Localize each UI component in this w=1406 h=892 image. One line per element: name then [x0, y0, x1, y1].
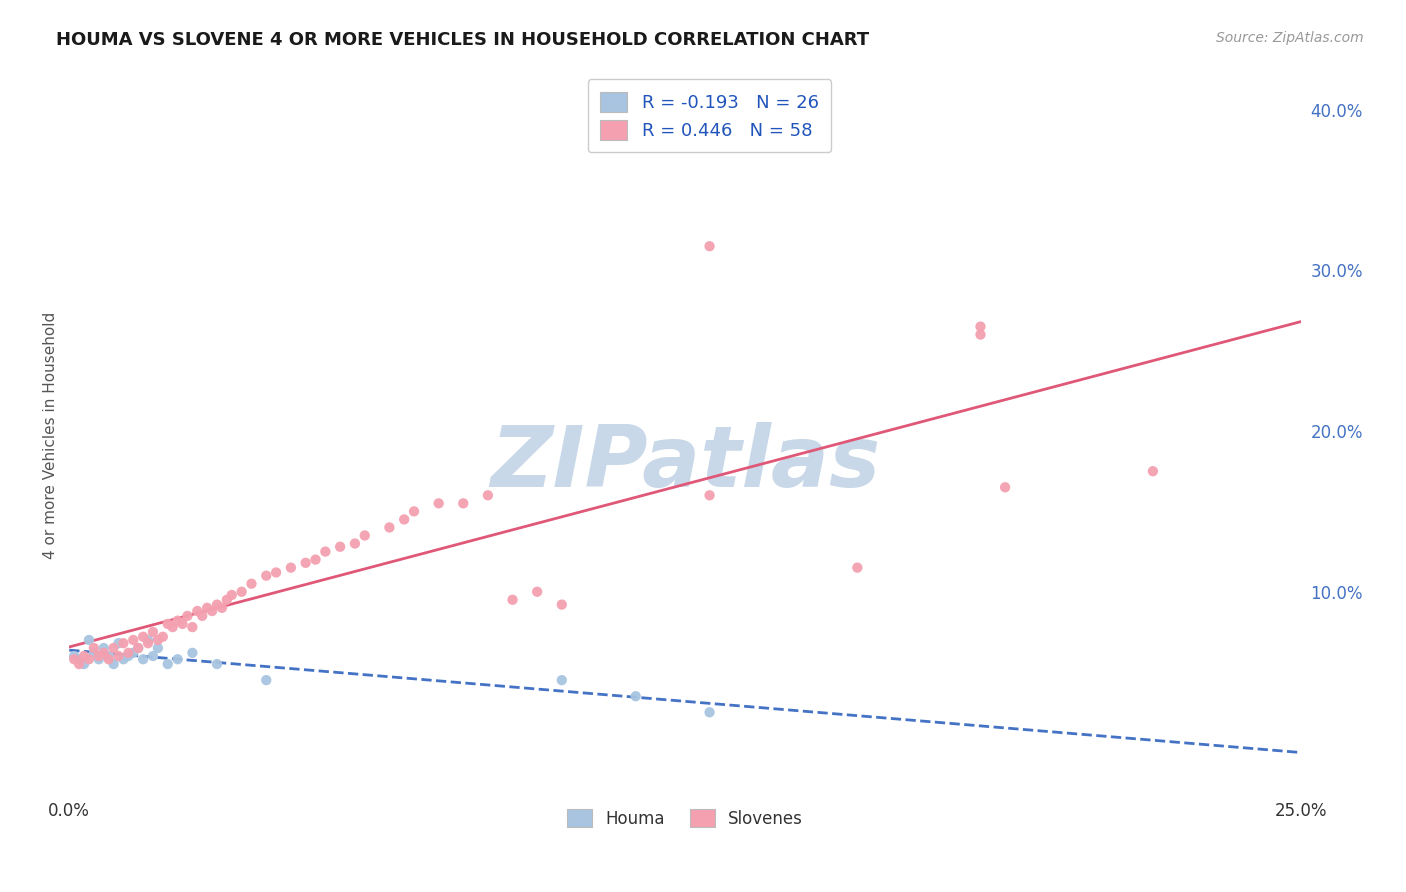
Legend: Houma, Slovenes: Houma, Slovenes: [560, 803, 810, 834]
Point: [551, 598, 574, 612]
Point: [526, 584, 548, 599]
Point: [166, 614, 188, 628]
Point: [231, 584, 253, 599]
Point: [181, 646, 204, 660]
Point: [240, 576, 263, 591]
Point: [107, 648, 129, 663]
Point: [146, 640, 169, 655]
Point: [314, 544, 336, 558]
Point: [63, 652, 86, 666]
Point: [402, 504, 425, 518]
Point: [87, 648, 110, 663]
Point: [73, 648, 96, 663]
Point: [191, 608, 214, 623]
Point: [142, 648, 165, 663]
Point: [176, 608, 198, 623]
Point: [994, 480, 1017, 494]
Point: [117, 646, 139, 660]
Text: HOUMA VS SLOVENE 4 OR MORE VEHICLES IN HOUSEHOLD CORRELATION CHART: HOUMA VS SLOVENE 4 OR MORE VEHICLES IN H…: [56, 31, 869, 49]
Point: [162, 620, 184, 634]
Point: [83, 646, 105, 660]
Point: [699, 488, 721, 502]
Point: [107, 636, 129, 650]
Point: [117, 648, 139, 663]
Point: [127, 640, 149, 655]
Point: [264, 566, 287, 580]
Y-axis label: 4 or more Vehicles in Household: 4 or more Vehicles in Household: [44, 311, 58, 558]
Point: [97, 652, 120, 666]
Point: [136, 636, 159, 650]
Point: [1142, 464, 1164, 478]
Point: [83, 640, 105, 655]
Point: [205, 598, 228, 612]
Point: [280, 560, 302, 574]
Point: [67, 657, 90, 671]
Point: [254, 568, 277, 582]
Point: [221, 588, 243, 602]
Point: [427, 496, 450, 510]
Point: [97, 648, 120, 663]
Point: [195, 600, 218, 615]
Point: [969, 319, 991, 334]
Point: [453, 496, 475, 510]
Point: [551, 673, 574, 687]
Point: [156, 616, 179, 631]
Point: [132, 630, 155, 644]
Point: [477, 488, 499, 502]
Point: [63, 648, 86, 663]
Point: [93, 646, 115, 660]
Point: [215, 592, 238, 607]
Point: [112, 652, 135, 666]
Point: [122, 632, 145, 647]
Point: [77, 632, 100, 647]
Point: [132, 652, 155, 666]
Point: [502, 592, 524, 607]
Point: [87, 652, 110, 666]
Point: [186, 604, 208, 618]
Point: [211, 600, 233, 615]
Text: Source: ZipAtlas.com: Source: ZipAtlas.com: [1216, 31, 1364, 45]
Point: [146, 632, 169, 647]
Point: [127, 640, 149, 655]
Point: [136, 632, 159, 647]
Point: [254, 673, 277, 687]
Point: [152, 630, 174, 644]
Point: [392, 512, 415, 526]
Point: [846, 560, 869, 574]
Point: [343, 536, 366, 550]
Point: [353, 528, 375, 542]
Point: [699, 706, 721, 720]
Point: [156, 657, 179, 671]
Text: ZIPatlas: ZIPatlas: [489, 422, 880, 505]
Point: [329, 540, 352, 554]
Point: [93, 640, 115, 655]
Point: [378, 520, 401, 534]
Point: [122, 646, 145, 660]
Point: [624, 690, 647, 704]
Point: [699, 239, 721, 253]
Point: [205, 657, 228, 671]
Point: [172, 616, 194, 631]
Point: [142, 624, 165, 639]
Point: [112, 636, 135, 650]
Point: [181, 620, 204, 634]
Point: [103, 640, 125, 655]
Point: [969, 327, 991, 342]
Point: [73, 657, 96, 671]
Point: [201, 604, 224, 618]
Point: [67, 652, 90, 666]
Point: [77, 652, 100, 666]
Point: [304, 552, 326, 566]
Point: [294, 556, 316, 570]
Point: [103, 657, 125, 671]
Point: [166, 652, 188, 666]
